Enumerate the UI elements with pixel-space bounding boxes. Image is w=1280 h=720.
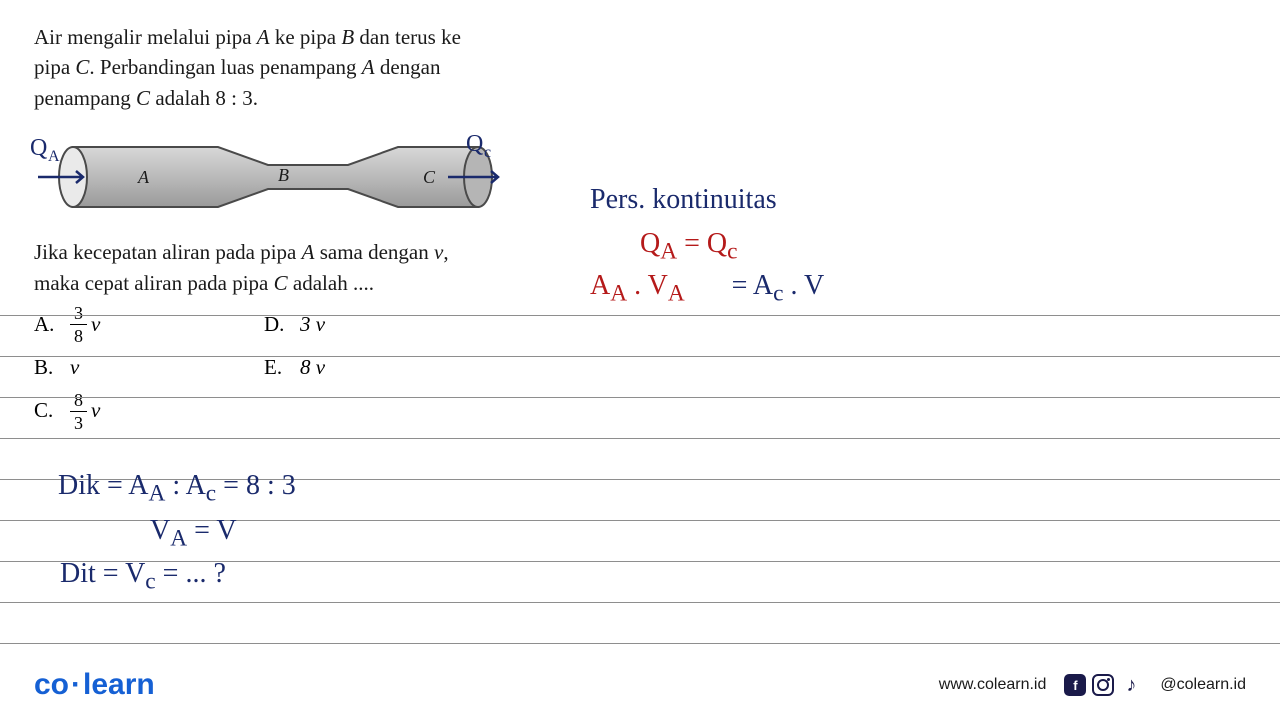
footer-right: www.colearn.id f ♪ @colearn.id — [939, 674, 1246, 696]
answer-label: E. — [264, 351, 288, 385]
logo-dot: · — [69, 668, 83, 701]
hw-sub: A — [660, 239, 677, 265]
q-text: pipa — [34, 55, 75, 79]
social-icons: f ♪ — [1064, 674, 1142, 696]
hw-text: A — [590, 270, 610, 301]
hw-qa-eq-qc: QA = Qc — [640, 228, 737, 266]
facebook-icon: f — [1064, 674, 1086, 696]
hw-text: = V — [187, 515, 237, 546]
answer-var: v — [91, 394, 100, 428]
annotation-qc-sub: c — [484, 144, 491, 161]
answer-label: D. — [264, 308, 288, 342]
prompt-var-v: v — [434, 240, 443, 264]
q-text: Air mengalir melalui pipa — [34, 25, 257, 49]
annotation-qc: Q — [466, 131, 483, 157]
q-text: penampang — [34, 86, 136, 110]
hw-text: = Q — [677, 228, 727, 259]
prompt-var-a: A — [302, 240, 315, 264]
diagram-label-c: C — [423, 167, 436, 187]
prompt-text: sama dengan — [314, 240, 434, 264]
hw-sub: c — [773, 281, 783, 307]
question-prompt: Jika kecepatan aliran pada pipa A sama d… — [34, 237, 524, 298]
answer-value: v — [70, 351, 79, 385]
answer-b: B. v — [34, 351, 234, 385]
fraction: 8 3 — [70, 391, 87, 432]
annotation-qa: Q — [30, 135, 47, 161]
hw-va-eq-v: VA = V — [150, 515, 237, 553]
hw-text: = ... ? — [156, 558, 226, 589]
logo-co: co — [34, 668, 69, 701]
prompt-text: adalah .... — [288, 271, 374, 295]
footer: co·learn www.colearn.id f ♪ @colearn.id — [0, 668, 1280, 702]
hw-dit: Dit = Vc = ... ? — [60, 558, 226, 596]
hw-sub: A — [610, 281, 627, 307]
hw-text: = A — [732, 270, 773, 301]
diagram-label-a: A — [137, 167, 150, 187]
prompt-var-c: C — [274, 271, 288, 295]
diagram-label-b: B — [278, 165, 289, 185]
hw-text: Dik = A — [58, 470, 148, 501]
hw-sub: c — [145, 569, 155, 595]
q-text: adalah 8 : 3. — [150, 86, 258, 110]
answer-value: 8 v — [300, 351, 325, 385]
answer-d: D. 3 v — [264, 304, 464, 345]
answer-label: A. — [34, 308, 58, 342]
answer-a: A. 3 8 v — [34, 304, 234, 345]
prompt-text: Jika kecepatan aliran pada pipa — [34, 240, 302, 264]
q-text: dengan — [375, 55, 441, 79]
footer-url: www.colearn.id — [939, 676, 1047, 694]
hw-text: . V — [627, 270, 668, 301]
hw-sub: A — [170, 526, 187, 552]
hw-pers-kontinuitas: Pers. kontinuitas — [590, 184, 777, 216]
pipe-diagram: A B C Q A Q c — [28, 127, 508, 227]
hw-sub: c — [206, 481, 216, 507]
q-var-c: C — [75, 55, 89, 79]
fraction: 3 8 — [70, 304, 87, 345]
q-var-a: A — [362, 55, 375, 79]
q-text: dan terus ke — [354, 25, 461, 49]
hw-text: = 8 : 3 — [216, 470, 296, 501]
hw-dik: Dik = AA : Ac = 8 : 3 — [58, 470, 296, 508]
frac-den: 8 — [74, 325, 83, 345]
answer-choices: A. 3 8 v D. 3 v B. v E. 8 v C. 8 — [34, 304, 1246, 432]
answer-label: C. — [34, 394, 58, 428]
tiktok-icon: ♪ — [1120, 674, 1142, 696]
frac-num: 8 — [70, 391, 87, 412]
prompt-text: , — [443, 240, 448, 264]
answer-var: v — [91, 308, 100, 342]
hw-sub: c — [727, 239, 737, 265]
logo-learn: learn — [83, 668, 155, 701]
q-var-b: B — [341, 25, 354, 49]
prompt-text: maka cepat aliran pada pipa — [34, 271, 274, 295]
annotation-qa-sub: A — [48, 148, 60, 165]
hw-text: Dit = V — [60, 558, 145, 589]
hw-text: : A — [165, 470, 205, 501]
frac-num: 3 — [70, 304, 87, 325]
hw-text: . V — [784, 270, 825, 301]
q-var-a: A — [257, 25, 270, 49]
frac-den: 3 — [74, 412, 83, 432]
colearn-logo: co·learn — [34, 668, 155, 702]
q-text: . Perbandingan luas penampang — [89, 55, 361, 79]
answer-e: E. 8 v — [264, 351, 464, 385]
footer-handle: @colearn.id — [1160, 676, 1246, 694]
hw-sub: A — [668, 281, 685, 307]
answer-label: B. — [34, 351, 58, 385]
instagram-icon — [1092, 674, 1114, 696]
hw-aa-va-ac-v: AA . VA = Ac . V — [590, 270, 824, 308]
q-var-c: C — [136, 86, 150, 110]
question-text: Air mengalir melalui pipa A ke pipa B da… — [34, 22, 524, 113]
hw-text: Q — [640, 228, 660, 259]
answer-value: 3 v — [300, 308, 325, 342]
q-text: ke pipa — [270, 25, 342, 49]
answer-c: C. 8 3 v — [34, 391, 234, 432]
hw-text: V — [150, 515, 170, 546]
hw-sub: A — [148, 481, 165, 507]
